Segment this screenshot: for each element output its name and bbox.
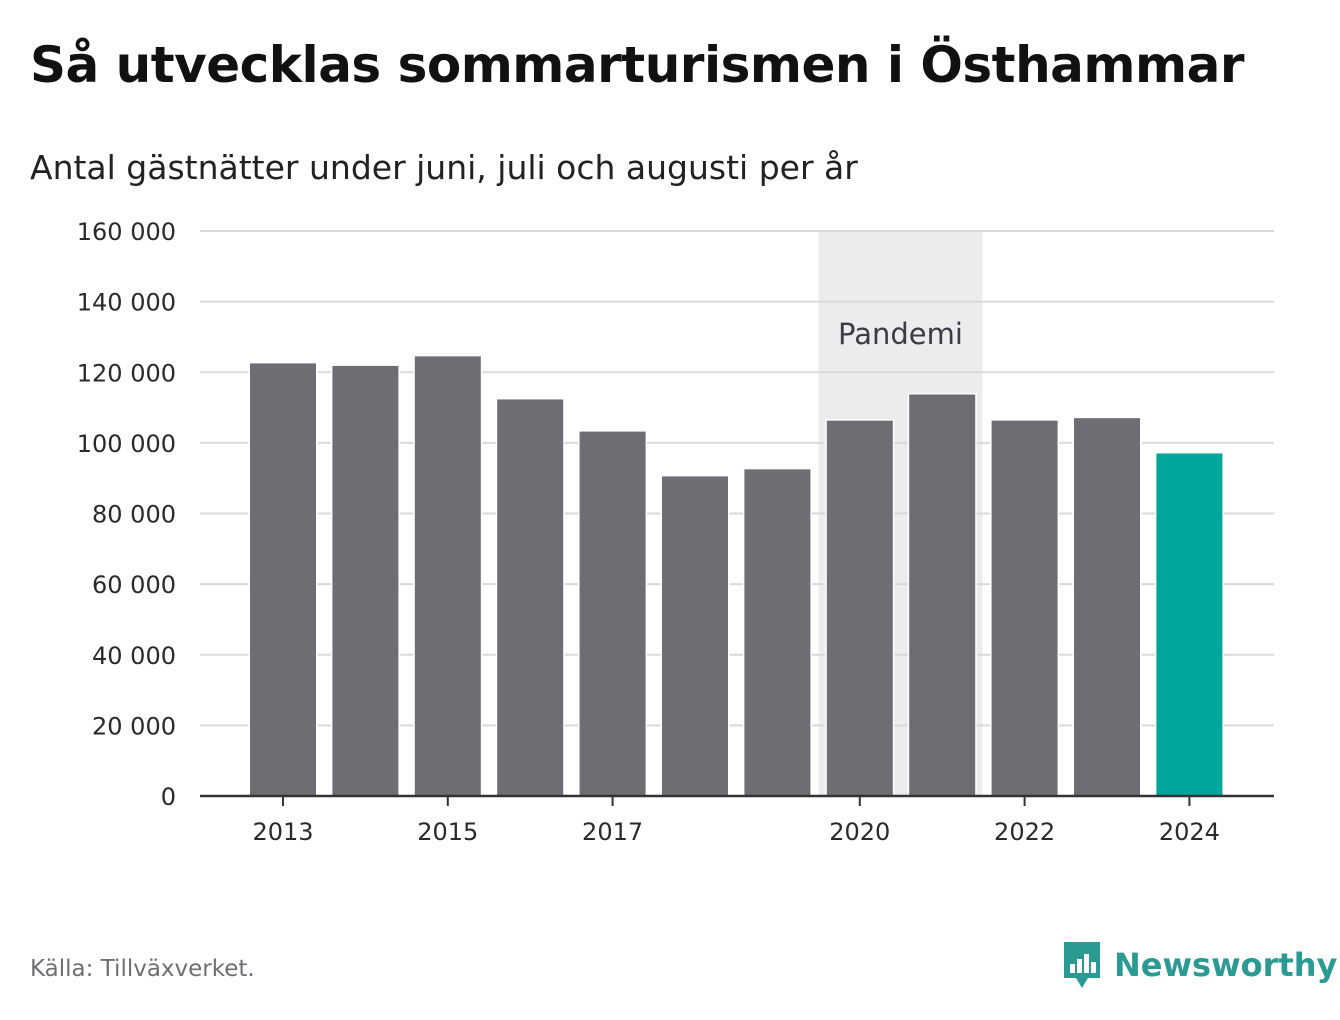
chart-subtitle: Antal gästnätter under juni, juli och au…	[30, 148, 858, 187]
bar-chart: 0 20 000 40 000 60 000 80 000 100 000 120 000 1…	[77, 218, 1274, 846]
y-tick-label: 160 000	[77, 218, 176, 246]
y-tick-label: 80 000	[92, 501, 176, 529]
x-tick-label: 2022	[994, 818, 1055, 846]
x-tick-label: 2020	[829, 818, 890, 846]
pandemic-label: Pandemi	[838, 317, 963, 351]
chart-title: Så utvecklas sommarturismen i Östhammar	[30, 36, 1245, 94]
bar-2021	[907, 392, 977, 798]
y-tick-label: 140 000	[77, 289, 176, 317]
x-tick-label: 2017	[582, 818, 643, 846]
brand-name: Newsworthy	[1114, 946, 1338, 984]
x-tick-label: 2015	[417, 818, 478, 846]
bar-2014	[330, 364, 400, 798]
brand[interactable]: Newsworthy	[1062, 940, 1337, 990]
x-tick-label: 2013	[252, 818, 313, 846]
bar-2020	[825, 419, 895, 798]
y-tick-label: 40 000	[92, 642, 176, 670]
bar-2019	[742, 467, 812, 798]
y-tick-label: 20 000	[92, 712, 176, 740]
bar-2018	[660, 474, 730, 798]
newsworthy-logo-icon	[1064, 942, 1100, 988]
bar-2016	[495, 397, 565, 798]
bar-2023	[1072, 416, 1142, 798]
y-tick-label: 60 000	[92, 571, 176, 599]
bar-2024	[1154, 451, 1224, 798]
bar-2017	[578, 430, 648, 798]
y-tick-label: 120 000	[77, 359, 176, 387]
bar-2013	[248, 361, 318, 798]
x-tick-label: 2024	[1159, 818, 1220, 846]
bar-2015	[413, 354, 483, 798]
y-tick-label: 100 000	[77, 430, 176, 458]
bar-2022	[990, 419, 1060, 798]
y-tick-label: 0	[161, 783, 176, 811]
source-note: Källa: Tillväxverket.	[30, 956, 255, 982]
